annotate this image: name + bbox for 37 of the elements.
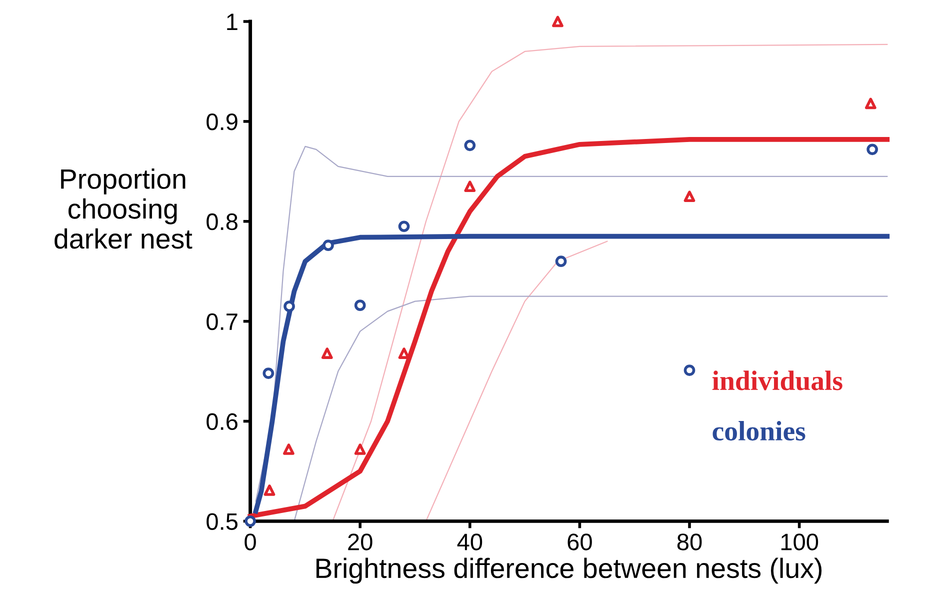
text: colonies: [712, 421, 806, 441]
point: [321, 348, 333, 359]
x-tick-label: 40: [457, 534, 482, 550]
line-series: [253, 234, 890, 514]
point: [354, 444, 366, 455]
text: individuals: [712, 370, 842, 390]
x-axis-title: Brightness difference between nests (lux): [316, 558, 822, 584]
line-series: [332, 44, 888, 522]
x-tick-label: 0: [244, 534, 256, 550]
point: [262, 368, 274, 379]
point: [398, 220, 410, 232]
x-tick-label: 20: [348, 534, 372, 550]
point: [865, 98, 876, 110]
point: [684, 364, 696, 376]
y-tick-label: 0.5: [206, 513, 238, 530]
point: [555, 256, 567, 268]
point: [264, 484, 276, 496]
y-tick-label: 0.6: [206, 413, 238, 430]
point: [284, 300, 295, 312]
x-tick-label: 60: [568, 534, 592, 550]
point: [322, 240, 334, 252]
point: [464, 180, 476, 192]
point: [464, 140, 476, 152]
line-series: [425, 240, 608, 522]
point: [684, 190, 696, 202]
y-tick-label: 0.7: [206, 313, 238, 330]
x-tick-label: 80: [677, 534, 702, 550]
point: [866, 144, 878, 156]
y-tick-label: 0.9: [206, 114, 238, 130]
point: [354, 300, 366, 311]
y-tick-label: 0.8: [206, 213, 238, 230]
x-tick-label: 100: [781, 534, 818, 550]
y-tick-label: 1: [227, 14, 238, 30]
point: [283, 444, 294, 455]
line-series: [294, 296, 888, 522]
point: [552, 16, 564, 28]
y-axis-title: Proportion choosing darker nest: [54, 168, 192, 249]
